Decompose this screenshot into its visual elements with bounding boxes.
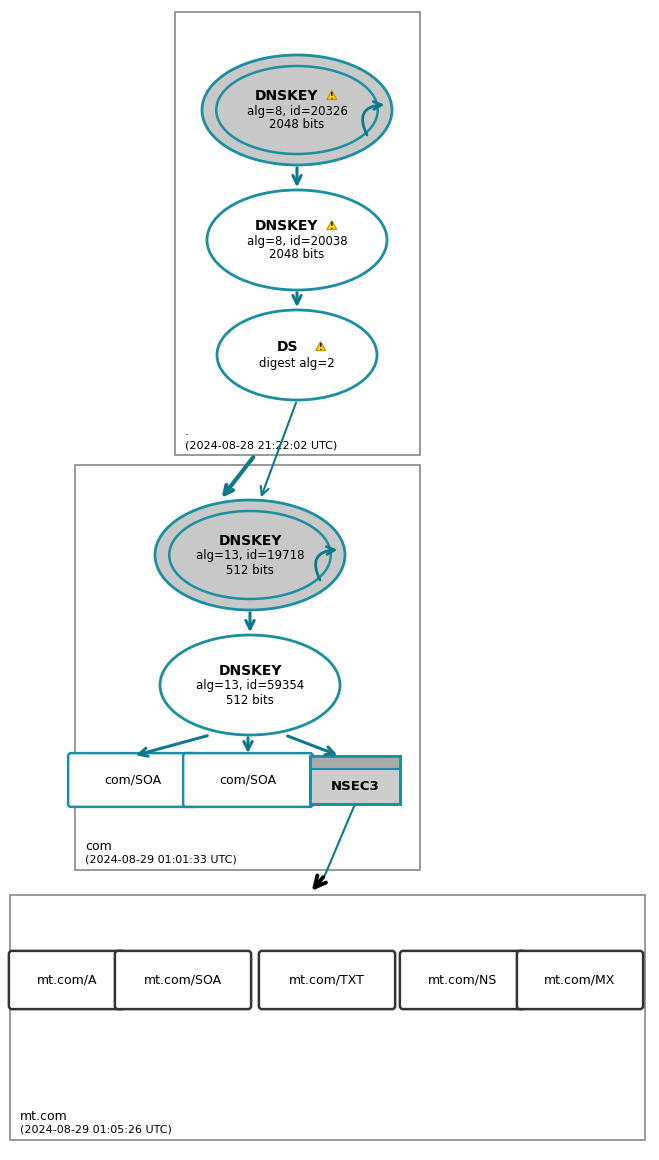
FancyBboxPatch shape	[10, 896, 645, 1140]
Text: com/SOA: com/SOA	[104, 774, 161, 786]
Text: alg=13, id=59354: alg=13, id=59354	[196, 680, 304, 693]
FancyBboxPatch shape	[310, 756, 400, 769]
Polygon shape	[327, 220, 337, 230]
Text: mt.com/A: mt.com/A	[37, 973, 98, 986]
FancyBboxPatch shape	[400, 951, 526, 1009]
Text: 2048 bits: 2048 bits	[270, 118, 325, 131]
Ellipse shape	[216, 66, 378, 154]
Text: DNSKEY: DNSKEY	[255, 89, 319, 103]
Ellipse shape	[217, 310, 377, 400]
Text: DNSKEY: DNSKEY	[255, 219, 319, 233]
FancyBboxPatch shape	[259, 951, 395, 1009]
FancyBboxPatch shape	[68, 753, 198, 807]
Text: (2024-08-29 01:05:26 UTC): (2024-08-29 01:05:26 UTC)	[20, 1125, 172, 1134]
FancyBboxPatch shape	[310, 756, 400, 804]
Text: !: !	[319, 343, 322, 353]
FancyBboxPatch shape	[517, 951, 643, 1009]
Ellipse shape	[169, 512, 331, 599]
Text: alg=8, id=20038: alg=8, id=20038	[246, 234, 347, 247]
Text: com: com	[85, 840, 112, 853]
FancyBboxPatch shape	[75, 465, 420, 870]
Text: mt.com/TXT: mt.com/TXT	[289, 973, 365, 986]
Text: 512 bits: 512 bits	[226, 564, 274, 577]
FancyBboxPatch shape	[175, 12, 420, 455]
Ellipse shape	[202, 55, 392, 165]
FancyBboxPatch shape	[115, 951, 251, 1009]
Text: mt.com: mt.com	[20, 1110, 68, 1123]
Ellipse shape	[155, 500, 345, 610]
Text: alg=8, id=20326: alg=8, id=20326	[246, 104, 347, 117]
Text: DNSKEY: DNSKEY	[218, 664, 282, 677]
Text: !: !	[330, 223, 333, 231]
Text: DS: DS	[276, 340, 298, 354]
Ellipse shape	[160, 635, 340, 735]
Polygon shape	[316, 341, 326, 350]
Text: digest alg=2: digest alg=2	[259, 356, 335, 370]
Text: (2024-08-28 21:22:02 UTC): (2024-08-28 21:22:02 UTC)	[185, 440, 337, 450]
Ellipse shape	[207, 190, 387, 290]
Text: com/SOA: com/SOA	[219, 774, 277, 786]
Text: !: !	[330, 93, 333, 101]
Text: mt.com/NS: mt.com/NS	[428, 973, 498, 986]
Text: (2024-08-29 01:01:33 UTC): (2024-08-29 01:01:33 UTC)	[85, 855, 237, 865]
FancyBboxPatch shape	[9, 951, 125, 1009]
Text: mt.com/MX: mt.com/MX	[544, 973, 616, 986]
Text: DNSKEY: DNSKEY	[218, 534, 282, 548]
FancyBboxPatch shape	[183, 753, 313, 807]
Text: alg=13, id=19718: alg=13, id=19718	[196, 550, 304, 563]
Text: 512 bits: 512 bits	[226, 694, 274, 706]
Text: NSEC3: NSEC3	[331, 780, 380, 792]
Polygon shape	[327, 90, 337, 100]
Text: mt.com/SOA: mt.com/SOA	[144, 973, 222, 986]
Text: .: .	[185, 425, 189, 438]
Text: 2048 bits: 2048 bits	[270, 248, 325, 261]
